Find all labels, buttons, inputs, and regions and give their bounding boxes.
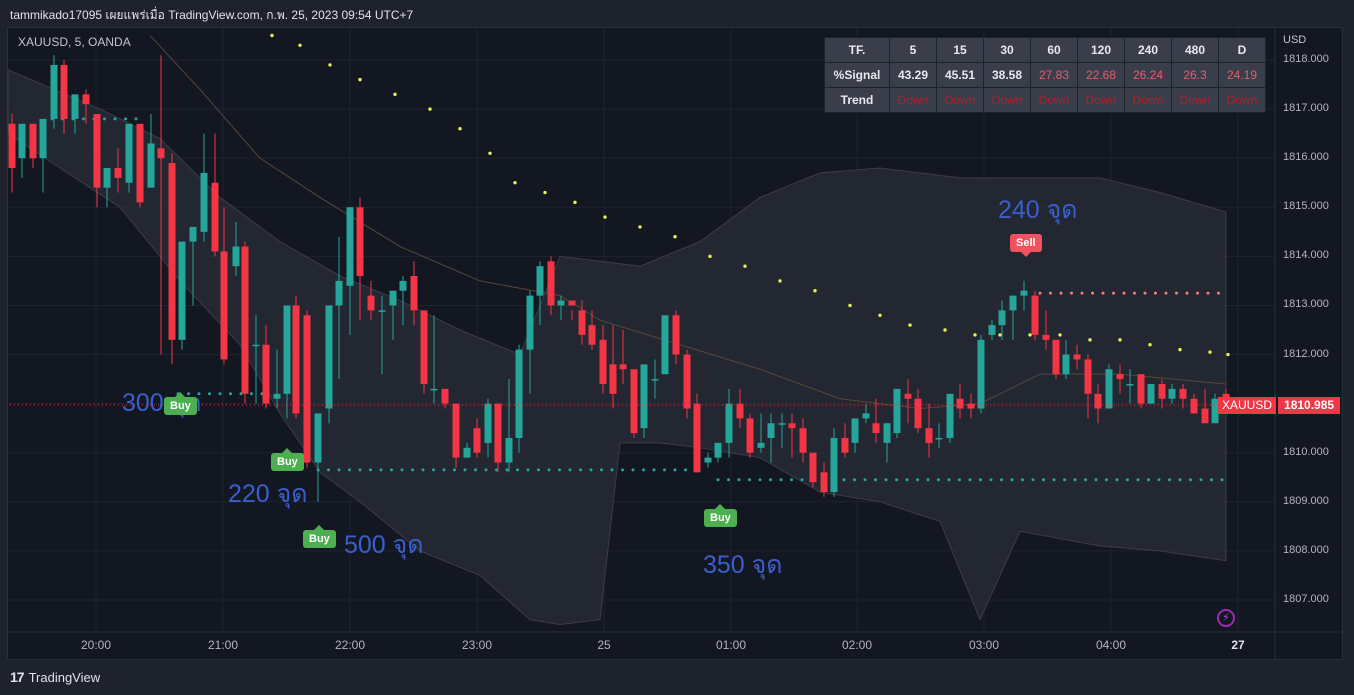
- time-tick: 21:00: [207, 638, 239, 652]
- signal-value: 24.19: [1218, 62, 1266, 88]
- time-tick: 04:00: [1095, 638, 1127, 652]
- signal-row: %Signal 43.29 45.51 38.58 27.83 22.68 26…: [824, 62, 1266, 88]
- trend-value: Down: [1218, 87, 1266, 113]
- signal-value: 38.58: [983, 62, 1031, 88]
- trend-value: Down: [936, 87, 984, 113]
- publish-caption: tammikado17095 เผยแพร่เมื่อ TradingView.…: [10, 8, 414, 22]
- buy-signal-tag[interactable]: Buy: [164, 392, 197, 415]
- time-tick: 02:00: [841, 638, 873, 652]
- price-tick: 1808.000: [1283, 543, 1329, 556]
- buy-signal-tag[interactable]: Buy: [271, 448, 304, 471]
- header-cell: 60: [1030, 37, 1078, 63]
- time-tick: 20:00: [80, 638, 112, 652]
- signal-value: 27.83: [1030, 62, 1078, 88]
- time-tick: 03:00: [968, 638, 1000, 652]
- buy-signal-tag[interactable]: Buy: [704, 504, 737, 527]
- trend-value: Down: [1124, 87, 1172, 113]
- trend-value: Down: [1171, 87, 1219, 113]
- signal-value: 26.3: [1171, 62, 1219, 88]
- trend-value: Down: [983, 87, 1031, 113]
- last-price-label: XAUUSD 1810.985: [1218, 397, 1341, 414]
- trend-value: Down: [889, 87, 937, 113]
- header-cell: 480: [1171, 37, 1219, 63]
- footer-branding[interactable]: 17 TradingView: [10, 669, 100, 685]
- signal-table: TF. 5 15 30 60 120 240 480 D %Signal 43.…: [824, 37, 1266, 113]
- point-annotation: 220 จุด: [228, 480, 308, 508]
- point-annotation: 240 จุด: [998, 196, 1078, 224]
- signal-table-header-row: TF. 5 15 30 60 120 240 480 D: [824, 37, 1266, 63]
- candlesticks: [8, 55, 1230, 502]
- tradingview-logo-icon: 17: [10, 669, 25, 685]
- bollinger-bands: [7, 35, 1227, 626]
- time-tick: 22:00: [334, 638, 366, 652]
- header-cell: 240: [1124, 37, 1172, 63]
- price-tick: 1810.000: [1283, 445, 1329, 458]
- last-price-value: 1810.985: [1278, 397, 1341, 414]
- last-price-symbol: XAUUSD: [1218, 397, 1277, 414]
- price-tick: 1814.000: [1283, 249, 1329, 262]
- signal-value: 26.24: [1124, 62, 1172, 88]
- row-label: %Signal: [824, 62, 890, 88]
- signal-value: 43.29: [889, 62, 937, 88]
- time-tick: 23:00: [461, 638, 493, 652]
- time-tick: 25: [597, 638, 611, 652]
- price-tick: 1812.000: [1283, 347, 1329, 360]
- time-tick: 01:00: [715, 638, 747, 652]
- header-cell: 120: [1077, 37, 1125, 63]
- header-cell: 30: [983, 37, 1031, 63]
- price-tick: 1809.000: [1283, 494, 1329, 507]
- header-cell: 5: [889, 37, 937, 63]
- point-annotation: 500 จุด: [344, 531, 424, 559]
- row-label: Trend: [824, 87, 890, 113]
- price-tick: 1816.000: [1283, 151, 1329, 164]
- signal-value: 22.68: [1077, 62, 1125, 88]
- header-cell: 15: [936, 37, 984, 63]
- currency-label: USD: [1283, 34, 1307, 46]
- trend-value: Down: [1030, 87, 1078, 113]
- trend-dots: [270, 33, 1230, 357]
- lightning-icon[interactable]: ⚡: [1217, 609, 1235, 627]
- trend-row: Trend Down Down Down Down Down Down Down…: [824, 87, 1266, 113]
- symbol-label: XAUUSD, 5, OANDA: [18, 35, 131, 49]
- time-tick: 27: [1231, 638, 1245, 652]
- brand-name: TradingView: [28, 669, 101, 685]
- price-tick: 1807.000: [1283, 592, 1329, 605]
- header-cell: TF.: [824, 37, 890, 63]
- point-annotation: 350 จุด: [703, 551, 783, 579]
- buy-signal-tag[interactable]: Buy: [303, 525, 336, 548]
- price-tick: 1815.000: [1283, 200, 1329, 213]
- header-cell: D: [1218, 37, 1266, 63]
- price-tick: 1817.000: [1283, 102, 1329, 115]
- sell-signal-tag[interactable]: Sell: [1010, 234, 1042, 257]
- price-tick: 1818.000: [1283, 53, 1329, 65]
- price-tick: 1813.000: [1283, 298, 1329, 311]
- signal-value: 45.51: [936, 62, 984, 88]
- trend-value: Down: [1077, 87, 1125, 113]
